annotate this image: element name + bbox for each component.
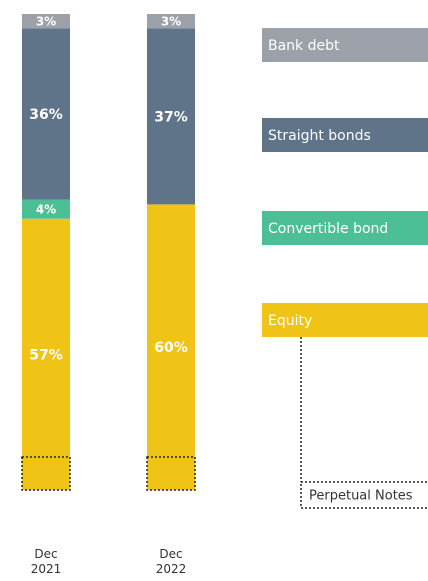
bar-segment xyxy=(22,218,70,490)
annotation-box xyxy=(300,481,428,509)
bar-segment xyxy=(22,28,70,200)
data-label: 37% xyxy=(154,109,188,125)
legend-label: Straight bonds xyxy=(268,128,371,144)
legend-swatch xyxy=(262,303,428,337)
legend-swatch xyxy=(262,28,428,62)
bar-segment xyxy=(22,199,70,219)
data-label: 60% xyxy=(154,340,188,356)
bar-segment xyxy=(147,204,195,490)
legend-swatch xyxy=(262,118,428,152)
legend-swatch xyxy=(262,211,428,245)
legend-label: Equity xyxy=(268,313,312,329)
x-tick-label: Dec 2022 xyxy=(155,547,187,576)
data-label: 3% xyxy=(36,15,56,29)
x-tick-label: Dec 2021 xyxy=(30,547,62,576)
data-label: 36% xyxy=(29,107,63,123)
bar-segment xyxy=(147,28,195,205)
annotation: Perpetual Notes xyxy=(309,489,413,504)
legend-label: Bank debt xyxy=(268,38,340,54)
data-label: 3% xyxy=(161,15,181,29)
data-label: 4% xyxy=(36,203,56,217)
data-label: 57% xyxy=(29,347,63,363)
perpetual-notes-box xyxy=(21,456,71,491)
perpetual-notes-box xyxy=(146,456,196,491)
bar-segment xyxy=(147,14,195,29)
legend-label: Convertible bond xyxy=(268,221,388,237)
bar-segment xyxy=(22,14,70,29)
